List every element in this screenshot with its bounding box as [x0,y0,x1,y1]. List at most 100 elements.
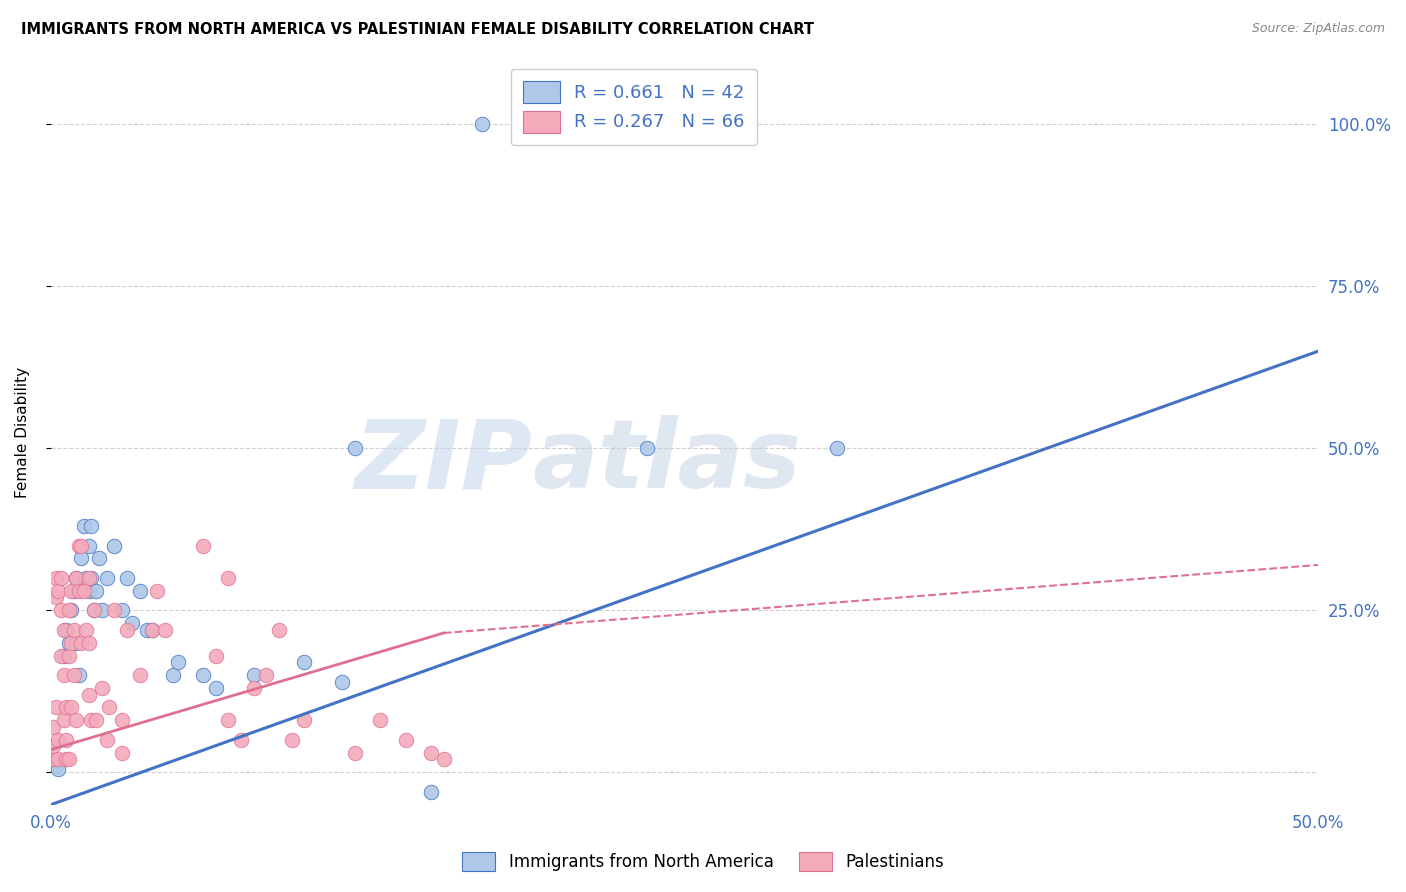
Legend: R = 0.661   N = 42, R = 0.267   N = 66: R = 0.661 N = 42, R = 0.267 N = 66 [510,69,756,145]
Text: Source: ZipAtlas.com: Source: ZipAtlas.com [1251,22,1385,36]
Point [67,583,90,598]
Point [45,700,67,714]
Point [42,752,65,766]
Point [45,571,67,585]
Point [96,732,118,747]
Point [217,714,239,728]
Point [96,571,118,585]
Text: IMMIGRANTS FROM NORTH AMERICA VS PALESTINIAN FEMALE DISABILITY CORRELATION CHART: IMMIGRANTS FROM NORTH AMERICA VS PALESTI… [21,22,814,37]
Point [55,700,77,714]
Point [292,655,315,669]
Point [204,681,226,695]
Point [60,583,83,598]
Point [55,623,77,637]
Point [77,636,100,650]
Point [153,623,176,637]
Point [111,746,134,760]
Point [52,714,75,728]
Point [65,571,87,585]
Point [242,668,264,682]
Point [267,623,290,637]
Point [65,571,87,585]
Point [80,519,103,533]
Point [42,752,65,766]
Point [80,571,103,585]
Point [103,539,125,553]
Point [70,551,93,566]
Point [70,636,93,650]
Point [48,762,70,776]
Legend: Immigrants from North America, Palestinians: Immigrants from North America, Palestini… [454,843,952,880]
Point [280,732,302,747]
Point [121,616,143,631]
Point [58,603,80,617]
Point [49,571,72,585]
Point [254,668,277,682]
Point [58,636,80,650]
Text: ZIP: ZIP [354,416,533,508]
Text: atlas: atlas [533,416,801,508]
Y-axis label: Female Disability: Female Disability [15,367,30,498]
Point [146,583,169,598]
Point [370,714,392,728]
Point [58,648,80,663]
Point [825,442,848,456]
Point [292,714,315,728]
Point [128,583,150,598]
Point [52,648,75,663]
Point [58,752,80,766]
Point [52,623,75,637]
Point [52,668,75,682]
Point [62,583,84,598]
Point [45,591,67,605]
Point [111,714,134,728]
Point [65,714,87,728]
Point [115,571,138,585]
Point [111,603,134,617]
Point [83,603,105,617]
Point [162,668,184,682]
Point [77,571,100,585]
Point [65,636,87,650]
Point [86,583,108,598]
Point [55,752,77,766]
Point [433,752,456,766]
Point [344,746,367,760]
Point [330,674,353,689]
Point [191,668,214,682]
Point [242,681,264,695]
Point [48,752,70,766]
Point [62,668,84,682]
Point [420,785,443,799]
Point [45,759,67,773]
Point [77,688,100,702]
Point [75,623,97,637]
Point [73,583,96,598]
Point [48,732,70,747]
Point [103,603,125,617]
Point [128,668,150,682]
Point [136,623,159,637]
Point [80,714,103,728]
Point [115,623,138,637]
Point [395,732,418,747]
Point [191,539,214,553]
Point [73,519,96,533]
Point [60,700,83,714]
Point [90,603,112,617]
Point [141,623,163,637]
Point [67,668,90,682]
Point [141,623,163,637]
Point [48,583,70,598]
Point [70,539,93,553]
Point [98,700,121,714]
Point [77,539,100,553]
Point [62,623,84,637]
Point [204,648,226,663]
Point [344,442,367,456]
Point [471,117,494,131]
Point [217,571,239,585]
Point [87,551,110,566]
Point [60,603,83,617]
Point [83,603,105,617]
